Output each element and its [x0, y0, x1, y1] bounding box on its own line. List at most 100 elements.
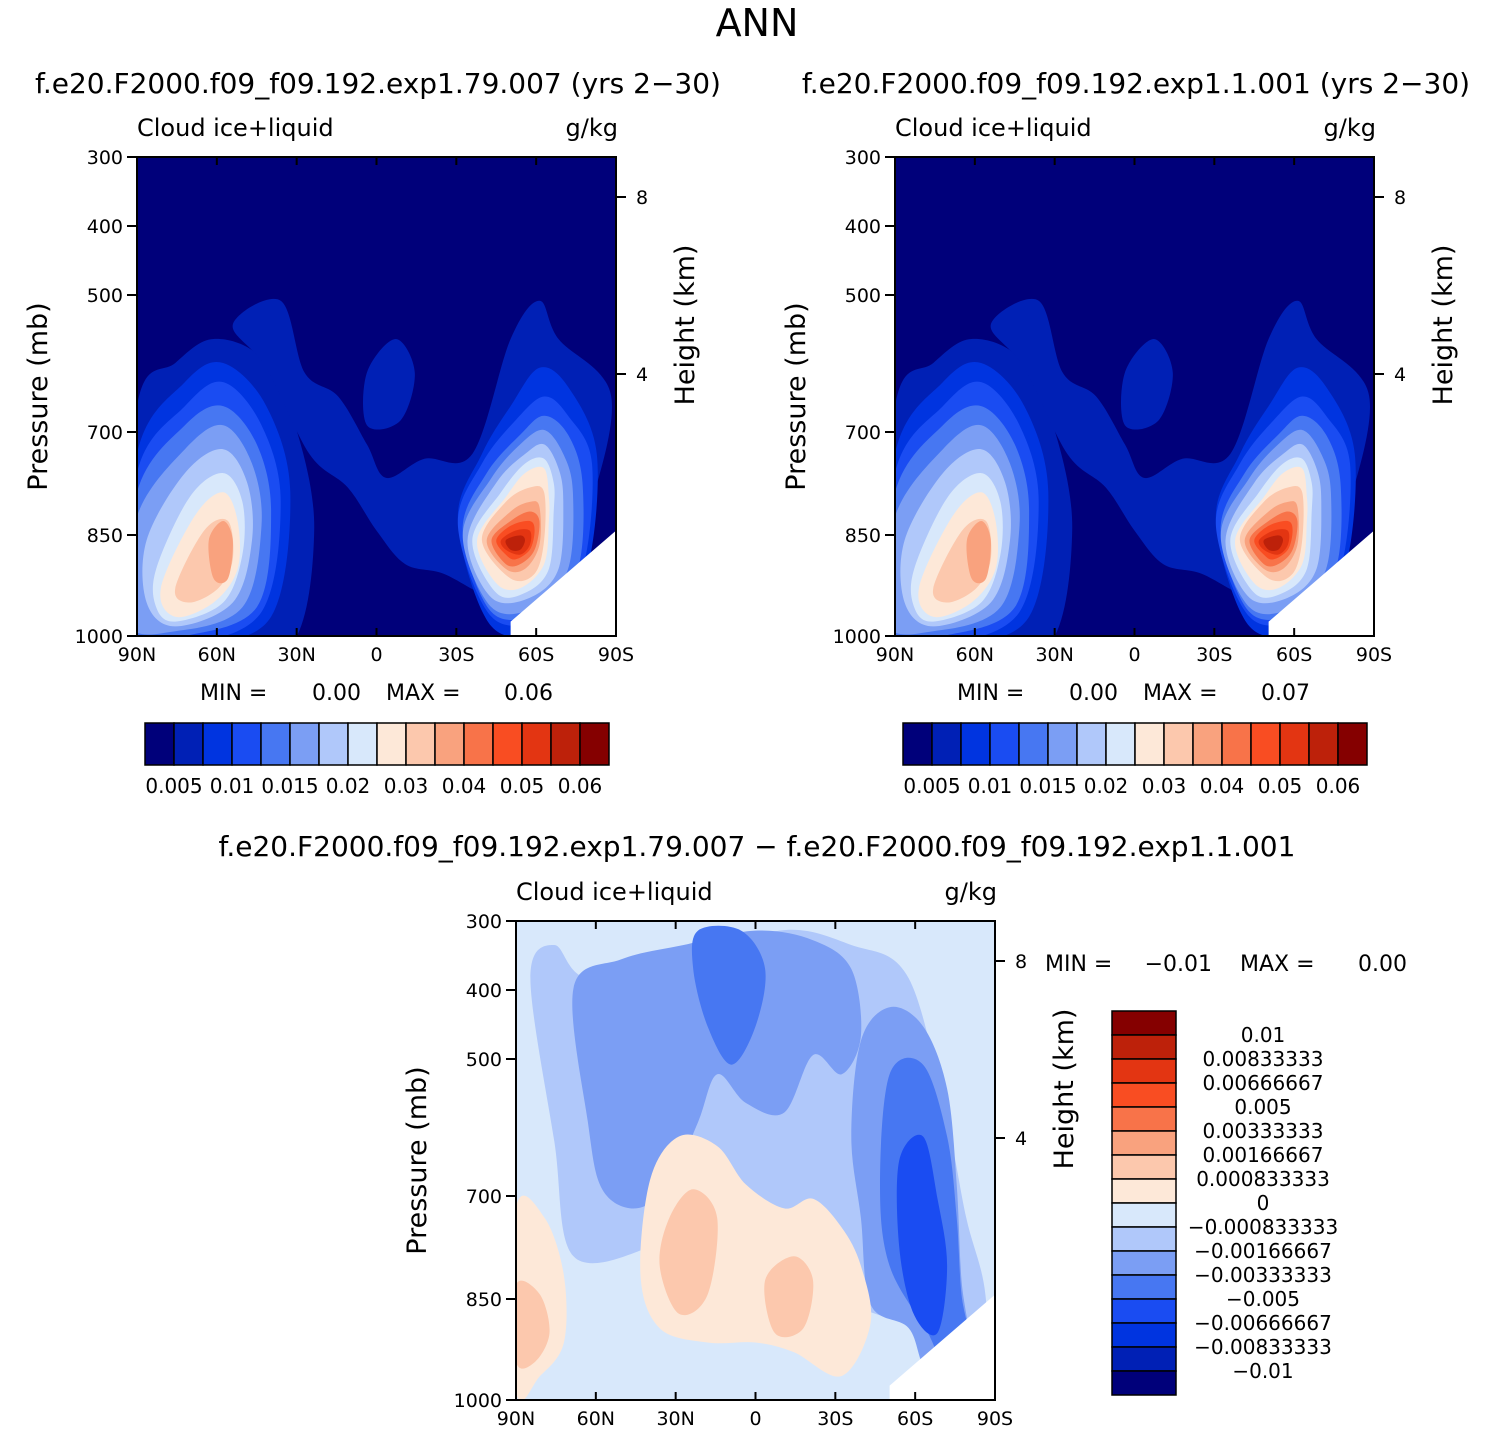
panel-3-colorbar-box [1111, 1322, 1177, 1348]
panel-2-colorbar-box [960, 722, 991, 766]
panel-3-y-tick-label: 400 [466, 980, 502, 1002]
panel-3-x-tick-label: 60S [897, 1408, 933, 1430]
panel-2-colorbar-box [1250, 722, 1281, 766]
panel-2-case-title: f.e20.F2000.f09_f09.192.exp1.1.001 (yrs … [802, 67, 1470, 100]
panel-3-colorbar-box [1111, 1130, 1177, 1156]
panel-3-colorbar-box [1111, 1082, 1177, 1108]
panel-3-y-tick-label: 1000 [454, 1390, 502, 1412]
panel-1-variable-label: Cloud ice+liquid [137, 114, 334, 142]
panel-2-colorbar-box [989, 722, 1020, 766]
panel-3-colorbar-box [1111, 1034, 1177, 1060]
panel-3-max-label: MAX = [1240, 952, 1315, 977]
panel-2-y-tick-label: 300 [845, 147, 881, 169]
panel-3-colorbar-label: 0.00666667 [1203, 1071, 1324, 1095]
panel-3-min-value: −0.01 [1145, 952, 1212, 977]
panel-2-axes: 90N 60N 30N 0 30S 60S 90S 300 400 500 700 850 1000 8 4… [781, 147, 1459, 666]
panel-1-colorbar-box [579, 722, 610, 766]
panel-1-colorbar-box [550, 722, 581, 766]
panel-2-colorbar-label: 0.02 [1084, 774, 1129, 798]
panel-3-contour-level-12 [896, 1134, 948, 1336]
panel-2-y-tick-label: 1000 [833, 626, 881, 648]
panel-3-colorbar-label: −0.00833333 [1194, 1335, 1332, 1359]
panel-1-max-value: 0.06 [504, 681, 553, 706]
panel-1-x-tick-label: 60N [198, 644, 236, 666]
panel-2-colorbar-box [1221, 722, 1252, 766]
panel-3-colorbar-label: −0.000833333 [1188, 1215, 1338, 1239]
panel-1-y-axis-title: Pressure (mb) [23, 302, 54, 490]
panel-1-contour-level-1 [362, 339, 415, 430]
panel-2-colorbar-box [1192, 722, 1223, 766]
panel-3-colorbar-box [1111, 1106, 1177, 1132]
panel-2-colorbar-label: 0.01 [968, 774, 1013, 798]
panel-2-missing-data [1268, 530, 1374, 636]
panel-1-colorbar-box [376, 722, 407, 766]
panel-3-colorbar-label: −0.00166667 [1194, 1239, 1332, 1263]
panel-3-colorbar-box [1111, 1154, 1177, 1180]
panel-3-colorbar-label: 0.00333333 [1203, 1119, 1324, 1143]
panel-1-x-tick-label: 30N [277, 644, 315, 666]
panel-2-heatmap [895, 157, 1374, 636]
panel-2-y2-tick-label: 4 [1394, 364, 1406, 386]
panel-2-x-tick-label: 30N [1035, 644, 1073, 666]
panel-1-colorbar-box [463, 722, 494, 766]
panel-1-x-tick-label: 60S [518, 644, 554, 666]
panel-1-max-label: MAX = [386, 681, 461, 706]
panel-3-heatmap [516, 921, 995, 1400]
panel-3-colorbar-box [1111, 1250, 1177, 1276]
panel-1-colorbar-box [144, 722, 175, 766]
panel-2-colorbar-box [1134, 722, 1165, 766]
panel-1-colorbar-box [173, 722, 204, 766]
panel-1-colorbar-box [492, 722, 523, 766]
panel-3-variable-label: Cloud ice+liquid [516, 878, 713, 906]
panel-1-x-tick-label: 90N [118, 644, 156, 666]
panel-3-y-tick-label: 850 [466, 1289, 502, 1311]
panel-3-colorbar-box [1111, 1202, 1177, 1228]
panel-1-colorbar: 0.005 0.01 0.015 0.02 0.03 0.04 0.05 0.06 [144, 722, 610, 798]
panel-1-contour-level-10 [208, 521, 233, 584]
panel-3-colorbar-label: 0.000833333 [1196, 1167, 1330, 1191]
panel-2-x-tick-label: 90N [876, 644, 914, 666]
panel-3-colorbar-label: −0.01 [1232, 1359, 1293, 1383]
panel-3: f.e20.F2000.f09_f09.192.exp1.79.007 − f.… [219, 830, 1407, 1430]
panel-3-contour-level-6 [659, 1189, 718, 1316]
panel-1-colorbar-box [318, 722, 349, 766]
panel-2-y-tick-label: 700 [845, 422, 881, 444]
panel-1-colorbar-box [231, 722, 262, 766]
panel-2-colorbar-box [1337, 722, 1368, 766]
panel-3-y-axis-title: Pressure (mb) [402, 1066, 433, 1254]
panel-2-colorbar-label: 0.005 [903, 774, 960, 798]
panel-3-axes: 90N 60N 30N 0 30S 60S 90S 300 400 500 700 850 1000 8 4… [402, 911, 1080, 1430]
panel-2-x-tick-label: 60S [1276, 644, 1312, 666]
panel-3-case-title: f.e20.F2000.f09_f09.192.exp1.79.007 − f.… [219, 830, 1296, 863]
panel-3-x-tick-label: 30S [817, 1408, 853, 1430]
panel-3-colorbar-box [1111, 1298, 1177, 1324]
panel-3-x-tick-label: 60N [577, 1408, 615, 1430]
panel-3-colorbar-label: 0.005 [1234, 1095, 1291, 1119]
panel-1-min-label: MIN = [200, 681, 267, 706]
panel-1-colorbar-label: 0.015 [261, 774, 318, 798]
panel-1-y-tick-label: 400 [87, 216, 123, 238]
panel-3-colorbar-label: −0.00666667 [1194, 1311, 1332, 1335]
panel-1-missing-data [510, 530, 616, 636]
panel-1-colorbar-box [347, 722, 378, 766]
panel-1-colorbar-label: 0.06 [558, 774, 603, 798]
panel-3-contour-level-11 [691, 925, 766, 1065]
panel-3-colorbar-box [1111, 1178, 1177, 1204]
panel-1-y-tick-label: 850 [87, 525, 123, 547]
panel-2-colorbar-box [1047, 722, 1078, 766]
panel-1-colorbar-label: 0.04 [442, 774, 487, 798]
panel-2-min-value: 0.00 [1069, 681, 1118, 706]
panel-1-colorbar-label: 0.02 [326, 774, 371, 798]
panel-1-x-tick-label: 90S [598, 644, 634, 666]
panel-2-colorbar-box [931, 722, 962, 766]
panel-1-colorbar-label: 0.005 [145, 774, 202, 798]
panel-1-colorbar-box [521, 722, 552, 766]
panel-2-variable-label: Cloud ice+liquid [895, 114, 1092, 142]
panel-1-y2-tick-label: 4 [636, 364, 648, 386]
panel-1-units-label: g/kg [566, 114, 618, 142]
panel-2-colorbar-label: 0.06 [1316, 774, 1361, 798]
panel-2-y2-tick-label: 8 [1394, 187, 1406, 209]
panel-2-contour-level-1 [1120, 339, 1173, 430]
panel-3-colorbar-label: 0 [1257, 1191, 1270, 1215]
figure-title: ANN [716, 1, 799, 45]
